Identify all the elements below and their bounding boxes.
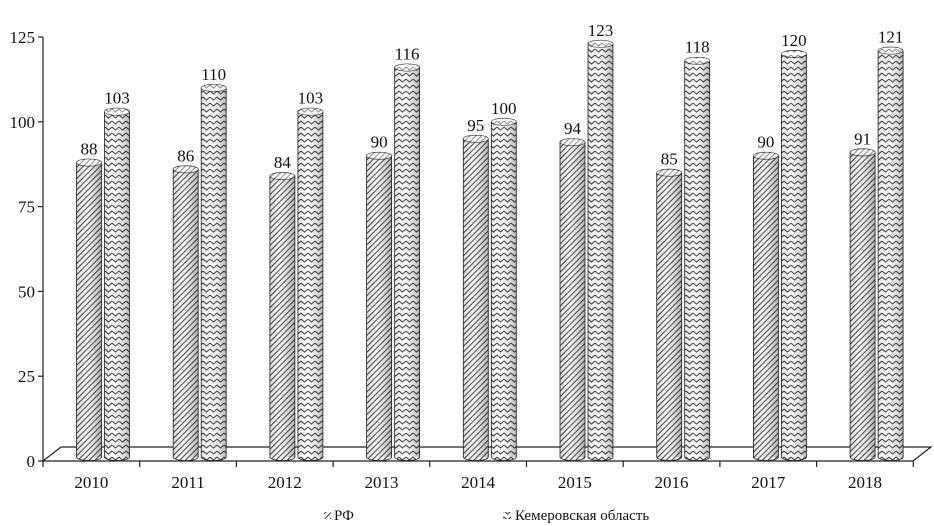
value-label-rf-2015: 94 <box>564 119 582 138</box>
x-tick-label: 2017 <box>751 473 786 492</box>
legend-swatch-kemerovo <box>503 512 511 519</box>
bar-group-2017: 90 120 <box>753 31 807 461</box>
value-label-kemerovo-2012: 103 <box>298 89 324 108</box>
bar-kemerovo-2018: 121 <box>877 28 904 461</box>
value-label-rf-2016: 85 <box>661 150 678 169</box>
bar-kemerovo-2010: 103 <box>104 89 130 461</box>
value-label-rf-2011: 86 <box>177 146 194 165</box>
legend-item-kemerovo: Кемеровская область <box>503 508 649 524</box>
bar-rf-2014: 95 <box>462 116 489 461</box>
bar-kemerovo-2016: 118 <box>684 38 711 461</box>
value-label-rf-2014: 95 <box>467 116 484 135</box>
legend-swatch-rf <box>324 512 331 519</box>
value-label-rf-2018: 91 <box>854 129 871 148</box>
bar-kemerovo-2015: 123 <box>587 21 614 461</box>
y-tick-label: 25 <box>18 367 35 386</box>
x-tick-label: 2012 <box>268 473 302 492</box>
bar-kemerovo-2012: 103 <box>297 89 324 461</box>
value-label-kemerovo-2010: 103 <box>104 89 130 108</box>
value-label-kemerovo-2017: 120 <box>781 31 807 50</box>
x-tick-label: 2010 <box>74 473 108 492</box>
bar-group-2018: 91 121 <box>849 28 904 461</box>
value-label-kemerovo-2016: 118 <box>685 38 710 57</box>
x-tick-label: 2015 <box>558 473 592 492</box>
bar-group-2016: 85 118 <box>656 38 711 461</box>
y-tick-label: 100 <box>10 113 36 132</box>
y-tick-label: 0 <box>27 452 36 471</box>
bar-rf-2010: 88 <box>76 140 102 461</box>
value-label-kemerovo-2018: 121 <box>878 28 904 47</box>
bar-rf-2013: 90 <box>366 133 393 461</box>
x-tick-label: 2011 <box>171 473 204 492</box>
x-tick-label: 2018 <box>848 473 882 492</box>
legend: РФ Кемеровская область <box>324 508 649 524</box>
x-tick-label: 2014 <box>461 473 496 492</box>
x-axis-labels: 2010 2011 2012 2013 2014 2015 2016 2017 2018 <box>42 461 914 492</box>
bar-group-2012: 84 103 <box>269 89 324 461</box>
y-tick-label: 50 <box>18 282 35 301</box>
value-label-kemerovo-2014: 100 <box>491 99 517 118</box>
value-label-rf-2017: 90 <box>757 133 774 152</box>
bar-kemerovo-2013: 116 <box>394 45 421 461</box>
bars: 88 103 86 110 84 103 90 116 95 100 94 123 85 118 90 120… <box>76 21 904 461</box>
bar-kemerovo-2014: 100 <box>490 99 517 461</box>
legend-item-rf: РФ <box>324 508 354 524</box>
value-label-rf-2010: 88 <box>81 140 98 159</box>
bar-rf-2012: 84 <box>269 153 296 461</box>
bar-rf-2018: 91 <box>849 129 876 461</box>
value-label-rf-2013: 90 <box>371 133 388 152</box>
x-tick-label: 2016 <box>655 473 689 492</box>
bar-kemerovo-2011: 110 <box>200 65 227 461</box>
bar-rf-2017: 90 <box>753 133 779 461</box>
y-axis-ticks: 0 25 50 75 100 125 <box>10 28 43 471</box>
bar-rf-2011: 86 <box>172 146 199 461</box>
value-label-kemerovo-2015: 123 <box>588 21 614 40</box>
bar-group-2010: 88 103 <box>76 89 130 461</box>
bar-group-2013: 90 116 <box>366 45 421 461</box>
y-tick-label: 125 <box>10 28 36 47</box>
y-tick-label: 75 <box>18 198 35 217</box>
bar-group-2015: 94 123 <box>559 21 614 461</box>
value-label-rf-2012: 84 <box>274 153 292 172</box>
bar-kemerovo-2017: 120 <box>781 31 807 461</box>
legend-label-kemerovo: Кемеровская область <box>515 508 649 524</box>
bar-rf-2016: 85 <box>656 150 683 461</box>
bar-group-2011: 86 110 <box>172 65 227 461</box>
bar-rf-2015: 94 <box>559 119 586 461</box>
bar-group-2014: 95 100 <box>462 99 517 461</box>
legend-label-rf: РФ <box>334 508 354 524</box>
value-label-kemerovo-2011: 110 <box>201 65 226 84</box>
x-tick-label: 2013 <box>364 473 398 492</box>
value-label-kemerovo-2013: 116 <box>395 45 420 64</box>
